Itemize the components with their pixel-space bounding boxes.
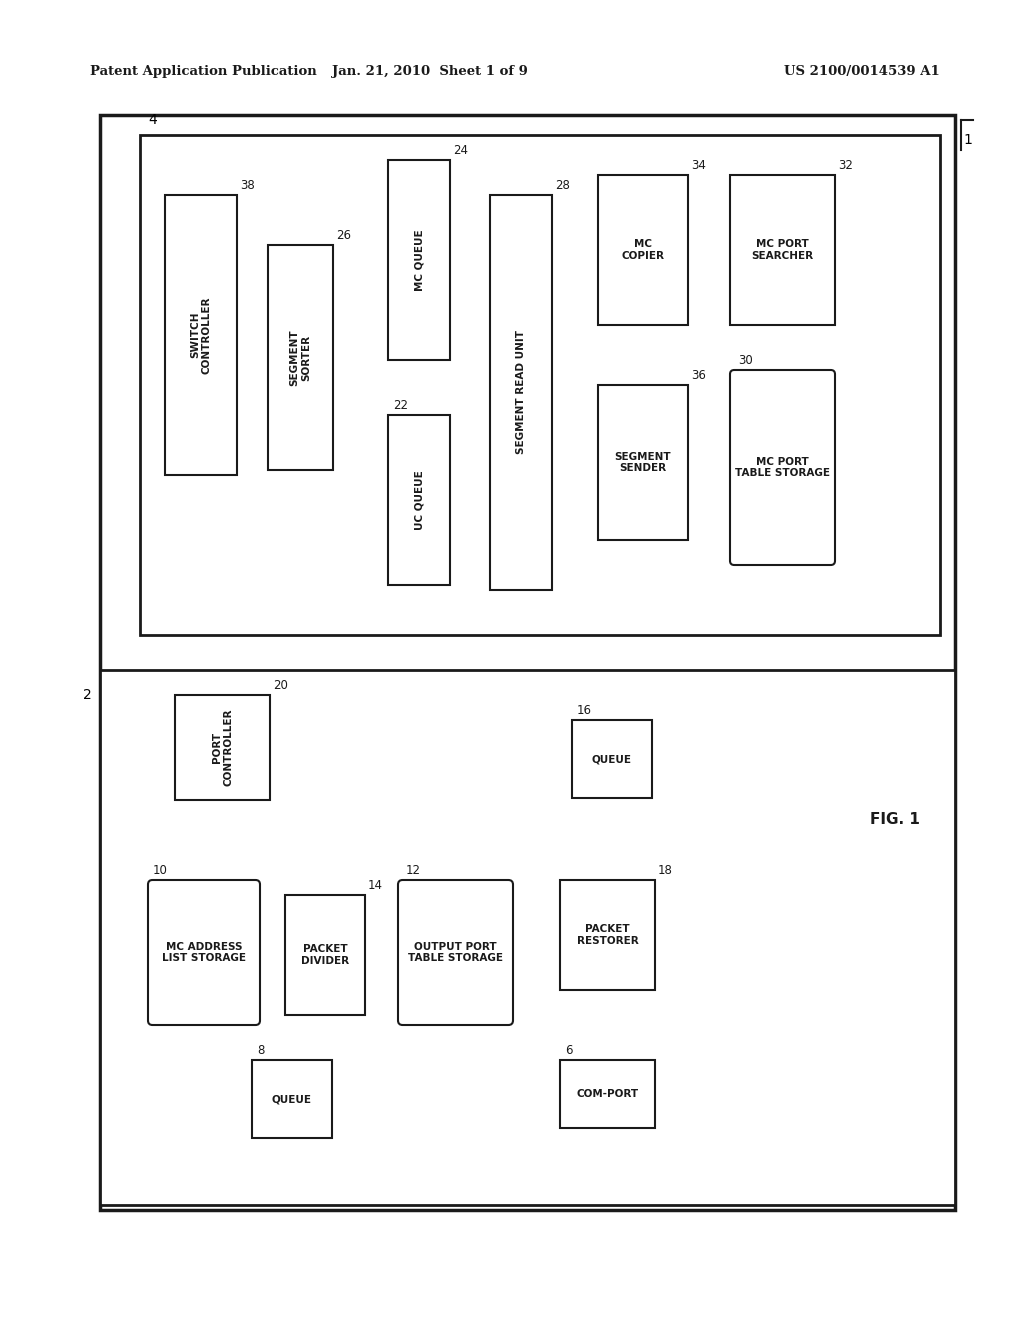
Text: 16: 16	[577, 704, 592, 717]
Text: FIG. 1: FIG. 1	[870, 813, 920, 828]
Bar	[252, 1060, 332, 1138]
Text: QUEUE: QUEUE	[592, 754, 632, 764]
Text: SEGMENT
SENDER: SEGMENT SENDER	[614, 451, 672, 474]
Text: COM-PORT: COM-PORT	[577, 1089, 639, 1100]
Text: 24: 24	[453, 144, 468, 157]
Bar	[572, 719, 652, 799]
Text: MC ADDRESS
LIST STORAGE: MC ADDRESS LIST STORAGE	[162, 941, 246, 964]
Bar	[285, 895, 365, 1015]
Text: 1: 1	[963, 133, 972, 147]
Text: 6: 6	[565, 1044, 572, 1057]
Text: 4: 4	[148, 114, 157, 127]
Bar	[490, 195, 552, 590]
Bar	[388, 414, 450, 585]
Bar	[140, 135, 940, 635]
Text: Patent Application Publication: Patent Application Publication	[90, 66, 316, 78]
Text: 10: 10	[153, 865, 168, 876]
Bar	[268, 246, 333, 470]
Text: 38: 38	[240, 180, 255, 191]
Bar	[598, 385, 688, 540]
Text: 36: 36	[691, 370, 706, 381]
FancyBboxPatch shape	[148, 880, 260, 1026]
Bar	[100, 115, 955, 1210]
Text: MC PORT
TABLE STORAGE: MC PORT TABLE STORAGE	[735, 457, 830, 478]
Text: 26: 26	[336, 228, 351, 242]
Text: SEGMENT READ UNIT: SEGMENT READ UNIT	[516, 330, 526, 454]
Bar	[388, 160, 450, 360]
Text: US 2100/0014539 A1: US 2100/0014539 A1	[784, 66, 940, 78]
Bar	[560, 1060, 655, 1129]
Text: PACKET
DIVIDER: PACKET DIVIDER	[301, 944, 349, 966]
Text: UC QUEUE: UC QUEUE	[414, 470, 424, 529]
Text: PACKET
RESTORER: PACKET RESTORER	[577, 924, 638, 946]
Text: SEGMENT
SORTER: SEGMENT SORTER	[290, 329, 311, 385]
Text: 34: 34	[691, 158, 706, 172]
Text: 8: 8	[257, 1044, 264, 1057]
Bar	[560, 880, 655, 990]
Text: MC QUEUE: MC QUEUE	[414, 230, 424, 290]
Bar	[175, 696, 270, 800]
Text: PORT
CONTROLLER: PORT CONTROLLER	[212, 709, 233, 787]
Text: 18: 18	[658, 865, 673, 876]
Bar	[100, 671, 955, 1205]
Text: MC
COPIER: MC COPIER	[622, 239, 665, 261]
Bar	[730, 176, 835, 325]
FancyBboxPatch shape	[730, 370, 835, 565]
Text: Jan. 21, 2010  Sheet 1 of 9: Jan. 21, 2010 Sheet 1 of 9	[332, 66, 528, 78]
Text: 12: 12	[406, 865, 421, 876]
Text: 22: 22	[393, 399, 408, 412]
Text: 2: 2	[83, 688, 92, 702]
Text: 28: 28	[555, 180, 570, 191]
Text: OUTPUT PORT
TABLE STORAGE: OUTPUT PORT TABLE STORAGE	[408, 941, 503, 964]
Text: SWITCH
CONTROLLER: SWITCH CONTROLLER	[190, 296, 212, 374]
Bar	[165, 195, 237, 475]
FancyBboxPatch shape	[398, 880, 513, 1026]
Text: 20: 20	[273, 678, 288, 692]
Text: MC PORT
SEARCHER: MC PORT SEARCHER	[752, 239, 813, 261]
Text: 14: 14	[368, 879, 383, 892]
Bar	[598, 176, 688, 325]
Text: 32: 32	[838, 158, 853, 172]
Text: 30: 30	[738, 354, 753, 367]
Text: QUEUE: QUEUE	[272, 1094, 312, 1104]
